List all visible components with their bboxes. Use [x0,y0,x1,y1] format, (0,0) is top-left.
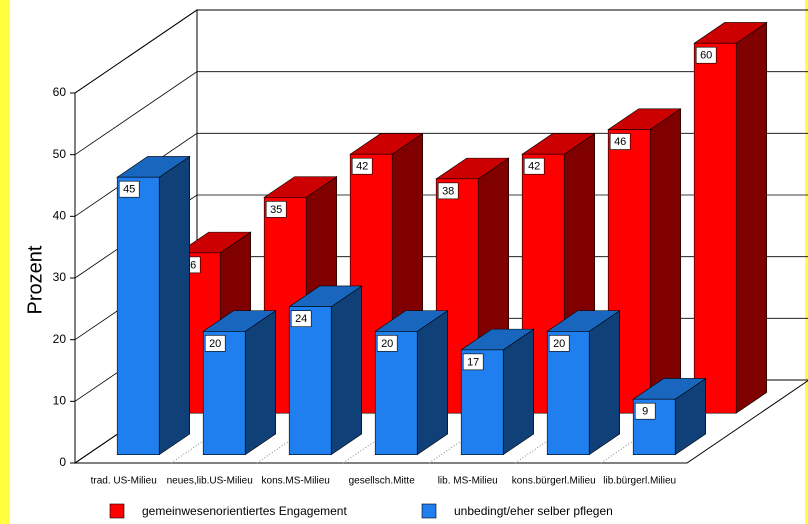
bar-side [416,310,449,456]
x-tick-label: trad. US-Milieu [91,476,157,487]
y-tick-label: 10 [53,394,67,408]
bar-side [244,310,277,456]
value-label: 20 [553,338,565,350]
y-axis-label: Prozent [24,245,46,314]
value-label: 35 [270,204,282,216]
legend-swatch [421,503,437,519]
bar-side [649,108,682,414]
value-label-box [695,46,717,64]
bar [288,306,332,456]
bar-side [502,328,535,456]
bar [693,42,737,414]
x-tick-label: gesellsch.Mitte [349,476,416,487]
value-label-box [204,335,226,352]
x-tick-label: lib.bürgerl.Milieu [603,476,676,487]
x-tick-label: lib. MS-Milieu [438,476,498,487]
y-tick-label: 40 [53,209,67,223]
legend-label: unbedingt/eher selber pflegen [454,504,613,518]
value-label-box [351,157,373,175]
value-label-box [290,310,312,328]
bar-side [588,310,621,456]
bar [546,331,590,456]
value-label-box [523,157,545,175]
value-label: 45 [123,184,135,196]
x-tick-label: kons.bürgerl.Milieu [512,476,596,487]
value-label: 46 [614,136,626,148]
value-label: 38 [442,185,454,197]
value-label-box [265,201,287,218]
legend-swatch [109,503,125,519]
value-label-box [437,182,459,200]
x-tick-label: neues,lib.US-Milieu [167,476,253,487]
value-label-box [376,335,398,352]
value-label-box [118,180,140,198]
bar [374,331,418,456]
value-label: 17 [467,356,479,368]
value-label: 24 [295,313,307,325]
value-label-box [548,335,570,352]
y-tick-label: 20 [53,332,67,346]
bar-side [735,21,768,414]
value-label-box [462,353,484,371]
grid-line [74,9,808,94]
value-label: 42 [356,161,368,173]
grid-line [74,194,808,279]
x-tick-label: kons.MS-Milieu [262,476,330,487]
grid-line [74,71,808,155]
value-label: 20 [381,338,393,350]
grid-line [74,132,808,217]
y-tick-label: 50 [53,147,67,161]
bar [202,331,246,456]
y-tick-label: 60 [53,85,67,99]
legend-label: gemeinwesenorientiertes Engagement [142,504,347,518]
value-label-box [634,402,656,420]
bar-side [158,155,190,456]
value-label: 20 [209,338,221,350]
value-label: 9 [642,406,648,418]
y-tick-label: 0 [59,455,66,469]
value-label-box [609,133,631,150]
bar [116,176,160,455]
value-label: 42 [528,161,540,173]
bar-side [330,285,363,456]
y-tick-label: 30 [53,270,67,284]
value-label: 60 [700,50,712,62]
